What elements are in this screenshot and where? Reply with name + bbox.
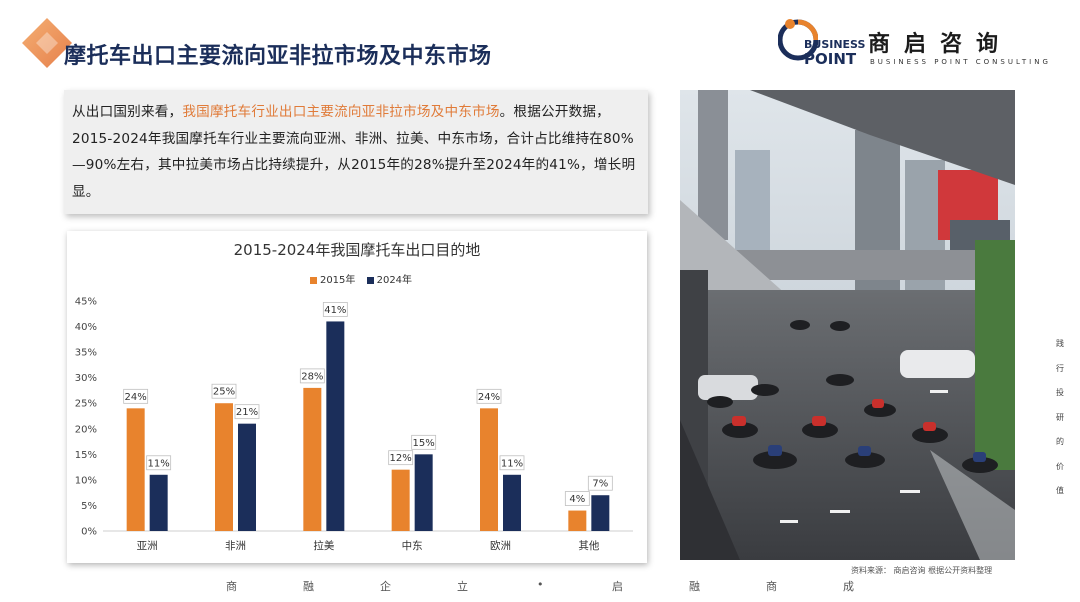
x-tick-label: 欧洲	[490, 540, 511, 552]
bar	[503, 474, 521, 531]
data-label: 25%	[213, 387, 235, 398]
bar	[391, 469, 410, 531]
bar-chart: 0%5%10%15%20%25%30%35%40%45%24%11%亚洲25%2…	[75, 297, 633, 552]
y-tick-label: 15%	[75, 450, 97, 461]
side-char: 价	[1056, 461, 1064, 471]
bar	[303, 387, 322, 531]
bar	[238, 423, 256, 531]
data-label: 15%	[413, 438, 435, 449]
summary-highlight: 我国摩托车行业出口主要流向亚非拉市场及中东市场	[182, 104, 500, 120]
data-label: 21%	[236, 407, 258, 418]
footer-char: 成	[843, 580, 854, 593]
footer-char: 融	[303, 580, 314, 593]
summary-paragraph: 从出口国别来看，我国摩托车行业出口主要流向亚非拉市场及中东市场。根据公开数据，2…	[64, 90, 648, 205]
bar	[414, 454, 433, 531]
data-label: 41%	[324, 305, 346, 316]
data-label-box	[499, 455, 525, 471]
bar	[568, 510, 587, 531]
page-title: 摩托车出口主要流向亚非拉市场及中东市场	[64, 44, 492, 69]
legend-swatch-2024	[366, 276, 374, 284]
data-label-box	[388, 450, 414, 466]
legend-label-2024: 2024年	[376, 275, 413, 286]
y-tick-label: 20%	[75, 424, 97, 435]
logo-text-business: BUSINESS	[804, 38, 866, 51]
data-label-box	[234, 404, 260, 420]
data-label-box	[211, 383, 237, 399]
data-label: 7%	[592, 479, 608, 490]
summary-rest: 。根据公开数据，2015-2024年我国摩托车行业主要流向亚洲、非洲、拉美、中东…	[72, 104, 636, 200]
data-label: 4%	[569, 494, 585, 505]
x-tick-label: 亚洲	[137, 540, 158, 552]
data-label: 24%	[125, 392, 147, 403]
data-label-box	[587, 475, 613, 491]
data-label-box	[322, 302, 348, 317]
data-label-box	[299, 368, 325, 384]
data-label: 11%	[148, 458, 170, 469]
data-label: 28%	[301, 371, 323, 382]
logo-text-cn: 商启咨询	[868, 32, 1013, 57]
legend-label-2015: 2015年	[319, 275, 356, 286]
footer-char: 融	[689, 580, 700, 593]
logo-mark-icon	[778, 19, 818, 61]
summary-lead: 从出口国别来看，	[72, 104, 183, 120]
data-label: 24%	[478, 392, 500, 403]
footer-char: 企	[380, 580, 391, 593]
chart-legend: 2015年 2024年	[67, 271, 647, 286]
y-tick-label: 45%	[75, 297, 97, 308]
chart-title: 2015-2024年我国摩托车出口目的地	[233, 241, 481, 259]
data-label-box	[411, 434, 437, 450]
city-street-motorcycles-photo	[680, 90, 1015, 560]
bar	[326, 321, 345, 531]
y-tick-label: 10%	[75, 475, 97, 486]
data-label: 12%	[390, 453, 412, 464]
y-tick-label: 5%	[81, 501, 97, 512]
side-char: 投	[1056, 388, 1064, 397]
corner-decoration	[22, 18, 72, 68]
side-char: 行	[1056, 363, 1064, 373]
bar	[149, 474, 168, 531]
x-tick-label: 中东	[402, 539, 423, 552]
y-tick-label: 0%	[81, 527, 97, 538]
side-char: 的	[1056, 437, 1064, 446]
chart-panel: 2015-2024年我国摩托车出口目的地 2015年 2024年 0% 5% 10%…	[67, 231, 647, 563]
data-label: 11%	[501, 458, 523, 469]
bar	[591, 495, 610, 531]
data-label-box	[476, 388, 502, 404]
footer-char: 商	[226, 580, 237, 593]
bar	[215, 403, 233, 531]
summary-box: 从出口国别来看，我国摩托车行业出口主要流向亚非拉市场及中东市场。根据公开数据，2…	[64, 90, 648, 214]
y-tick-label: 25%	[75, 399, 97, 410]
company-logo: BUSINESS POINT 商启咨询 BUSINESS POINT CONSU…	[778, 14, 1068, 74]
data-label-box	[123, 388, 149, 404]
bar	[126, 408, 145, 531]
side-slogan: 践 行 投 研 的 价 值	[1054, 338, 1066, 510]
footer-char: 商	[766, 580, 777, 593]
logo-tagline: BUSINESS POINT CONSULTING	[870, 58, 1051, 66]
legend-swatch-2015	[309, 276, 317, 284]
y-tick-label: 40%	[75, 322, 97, 333]
side-char: 研	[1056, 412, 1064, 422]
x-tick-label: 拉美	[313, 539, 334, 552]
data-label-box	[146, 455, 172, 471]
y-tick-label: 30%	[75, 373, 97, 384]
logo-text-point: POINT	[804, 50, 857, 68]
bar	[480, 408, 498, 531]
y-tick-label: 35%	[75, 348, 97, 359]
footer-char: •	[537, 578, 544, 591]
footer-char: 立	[457, 580, 468, 593]
side-char: 值	[1056, 486, 1064, 495]
footer-char: 启	[612, 580, 623, 593]
side-char: 践	[1056, 339, 1064, 348]
x-tick-label: 其他	[578, 539, 599, 552]
x-tick-label: 非洲	[225, 540, 246, 552]
data-label-box	[564, 491, 590, 506]
source-note: 资料来源： 商启咨询 根据公开资料整理	[851, 566, 993, 575]
